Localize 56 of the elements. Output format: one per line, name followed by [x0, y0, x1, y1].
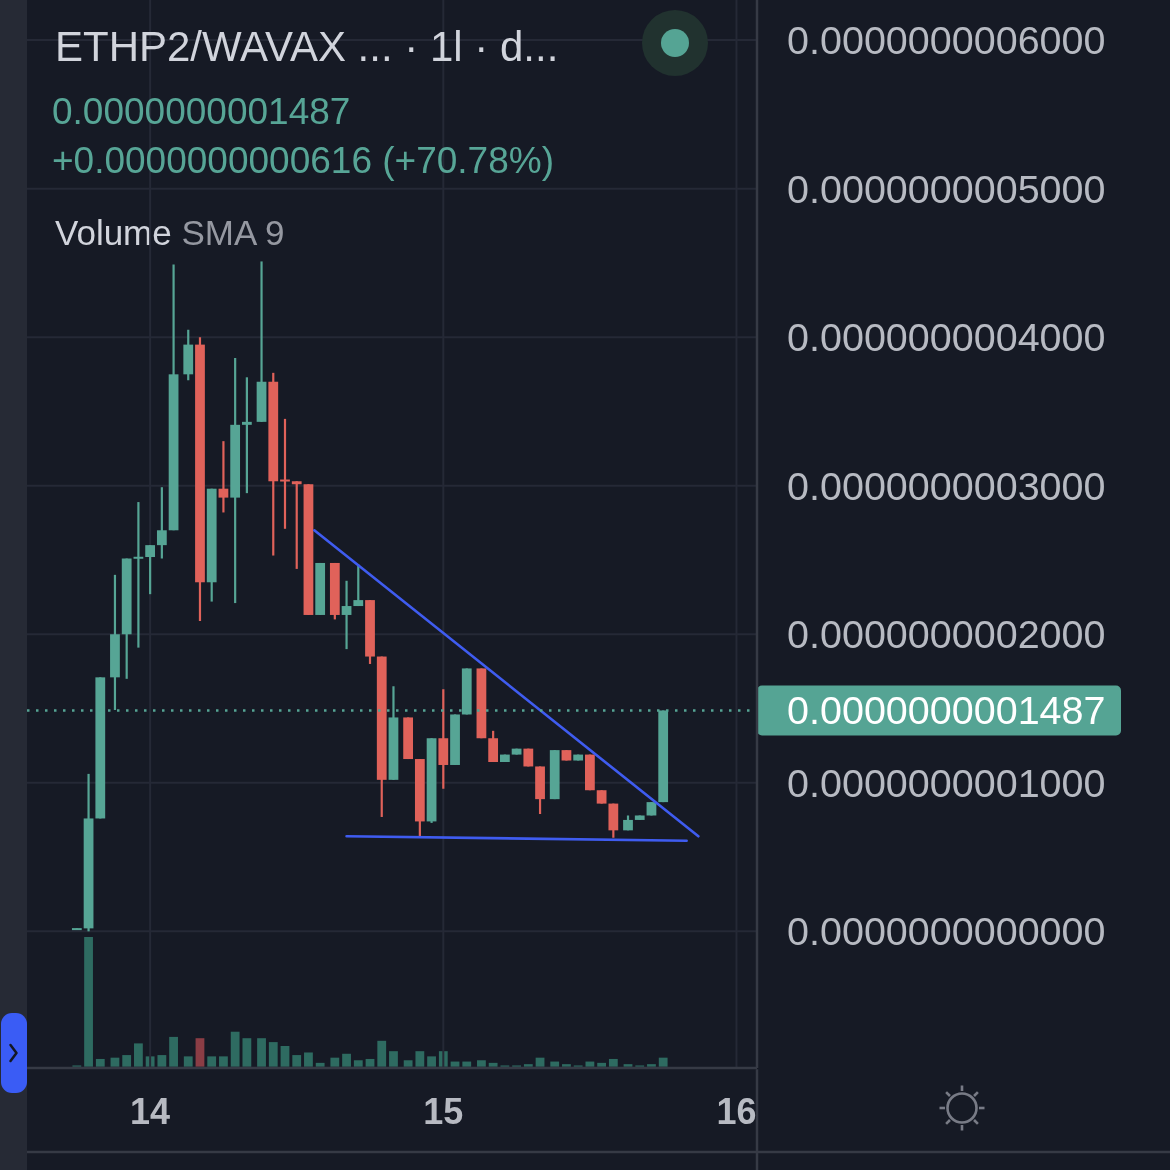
bar: [169, 1036, 178, 1067]
bar: [183, 1056, 193, 1067]
bar: [242, 1038, 252, 1067]
annotation: +0.0000000000616 (+70.78%): [52, 139, 554, 181]
bar: [195, 1038, 205, 1067]
bar: [110, 1057, 120, 1067]
bar: [280, 1045, 290, 1067]
text: ETHP2/WAVAX ... · 1l · d...: [55, 22, 559, 70]
bar: [523, 1064, 533, 1067]
bar: [230, 1031, 240, 1067]
bar: [647, 1064, 656, 1067]
ref-line-label: 0.0000000001487: [787, 688, 1106, 733]
bar: [585, 1061, 595, 1067]
bar: [330, 1057, 340, 1067]
y-tick-label: 0.0000000001000: [787, 760, 1106, 805]
y-tick-label: 0.0000000006000: [787, 18, 1106, 63]
bar: [623, 1064, 633, 1067]
bar: [427, 1056, 436, 1067]
bar: [597, 1062, 607, 1067]
bar: [389, 1051, 398, 1067]
bar: [342, 1053, 351, 1067]
x-tick-label: 14: [130, 1090, 171, 1132]
bar: [315, 1062, 325, 1067]
bar: [304, 1052, 313, 1067]
x-tick-label: 15: [423, 1090, 464, 1132]
bar: [535, 1057, 545, 1067]
bar: [257, 1038, 266, 1067]
bar: [157, 1055, 167, 1067]
y-tick-label: 0.0000000005000: [787, 166, 1106, 211]
bar: [550, 1061, 560, 1067]
x-tick-label: 16: [716, 1090, 757, 1132]
chart-title: Volume SMA 9: [55, 212, 285, 252]
bar: [219, 1056, 228, 1067]
y-tick-label: 0.0000000003000: [787, 463, 1106, 508]
bar: [608, 1058, 618, 1067]
y-tick-label: 0.0000000000000: [787, 909, 1106, 954]
bar: [268, 1042, 278, 1067]
bar: [403, 1060, 413, 1067]
bar: [292, 1055, 302, 1067]
bar: [658, 1057, 668, 1067]
text: 0.0000000001487: [52, 90, 351, 132]
bar: [377, 1040, 387, 1067]
bar: [415, 1051, 425, 1067]
bar: [95, 1058, 105, 1067]
y-tick-label: 0.0000000004000: [787, 315, 1106, 360]
bar: [134, 1043, 143, 1067]
bar: [122, 1055, 132, 1067]
y-tick-label: 0.0000000002000: [787, 612, 1106, 657]
bar: [84, 937, 93, 1067]
bar: [353, 1060, 363, 1067]
bar: [207, 1056, 217, 1067]
bar: [365, 1058, 375, 1067]
bar: [462, 1061, 472, 1067]
bar: [477, 1060, 486, 1067]
bar: [562, 1064, 571, 1067]
bar: [488, 1062, 498, 1067]
